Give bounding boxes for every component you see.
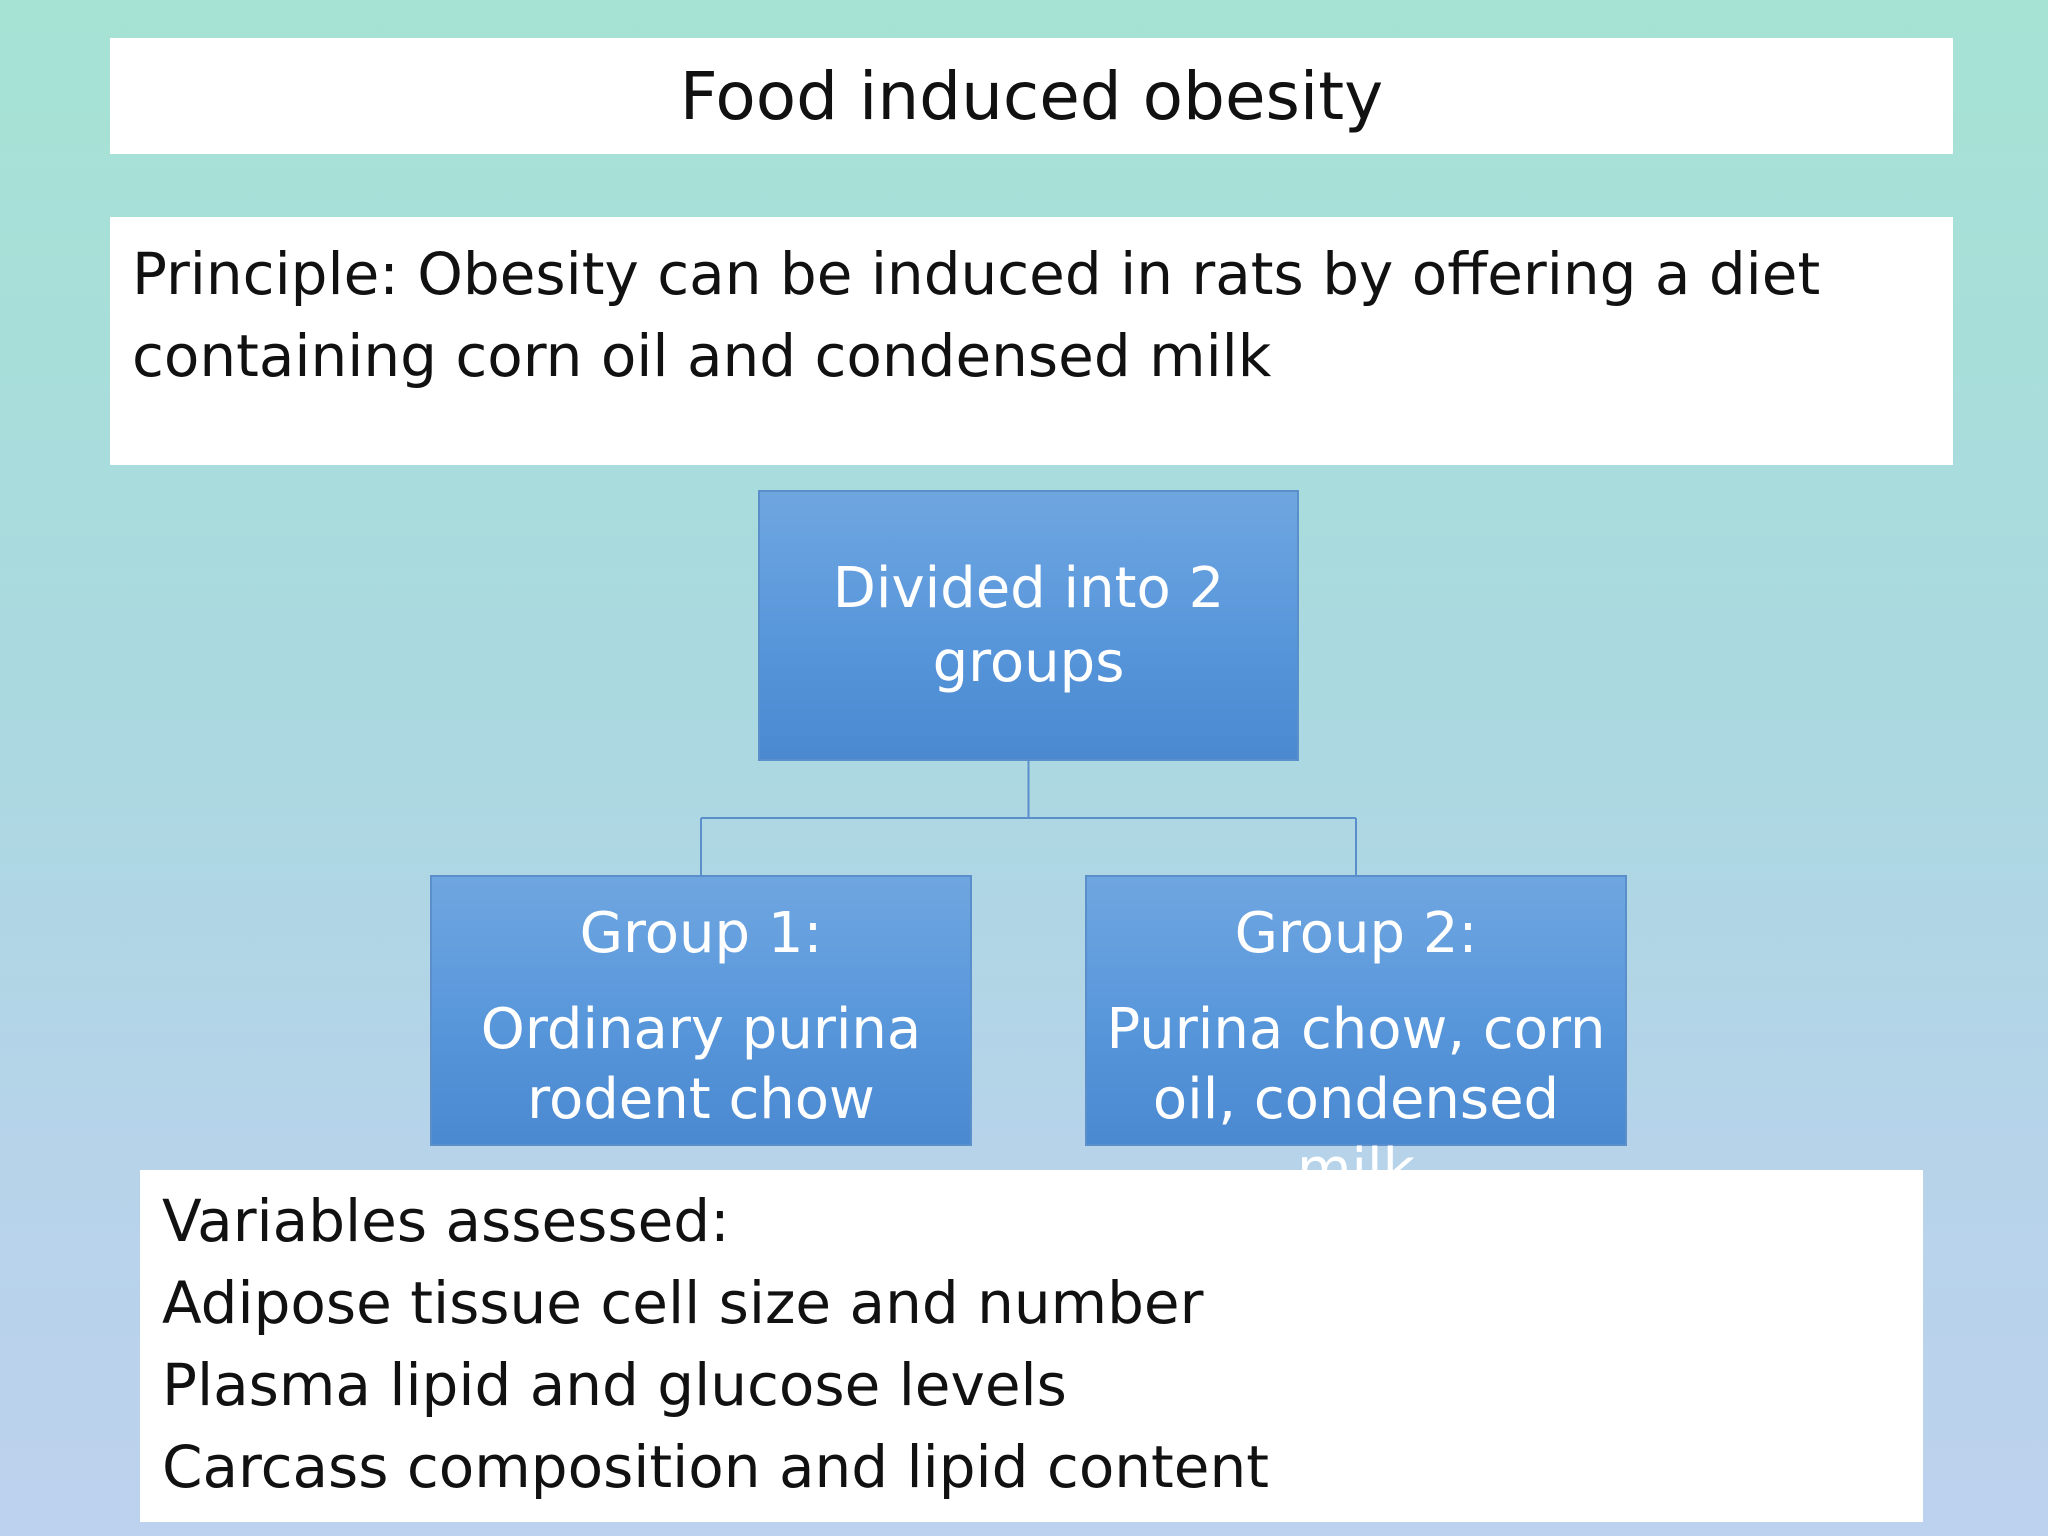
root-node-label: Divided into 2 groups [832, 555, 1225, 695]
variable-item: Plasma lipid and glucose levels [162, 1351, 1067, 1419]
principle-box: Principle: Obesity can be induced in rat… [110, 217, 1953, 465]
group-1-description: Ordinary purina rodent chow [480, 997, 922, 1132]
group-1-title: Group 1: [579, 901, 823, 966]
variable-item: Carcass composition and lipid content [162, 1433, 1269, 1501]
group-2-title: Group 2: [1234, 901, 1478, 966]
variable-item: Adipose tissue cell size and number [162, 1269, 1204, 1337]
principle-text: Principle: Obesity can be induced in rat… [132, 240, 1821, 390]
variables-box: Variables assessed: Adipose tissue cell … [140, 1170, 1923, 1522]
slide-title: Food induced obesity [679, 57, 1384, 135]
variables-heading: Variables assessed: [162, 1187, 730, 1255]
root-node: Divided into 2 groups [758, 490, 1299, 761]
title-box: Food induced obesity [110, 38, 1953, 154]
group-1-node: Group 1: Ordinary purina rodent chow [430, 875, 972, 1146]
group-2-description: Purina chow, corn oil, condensed milk [1106, 997, 1606, 1202]
group-2-node: Group 2: Purina chow, corn oil, condense… [1085, 875, 1627, 1202]
